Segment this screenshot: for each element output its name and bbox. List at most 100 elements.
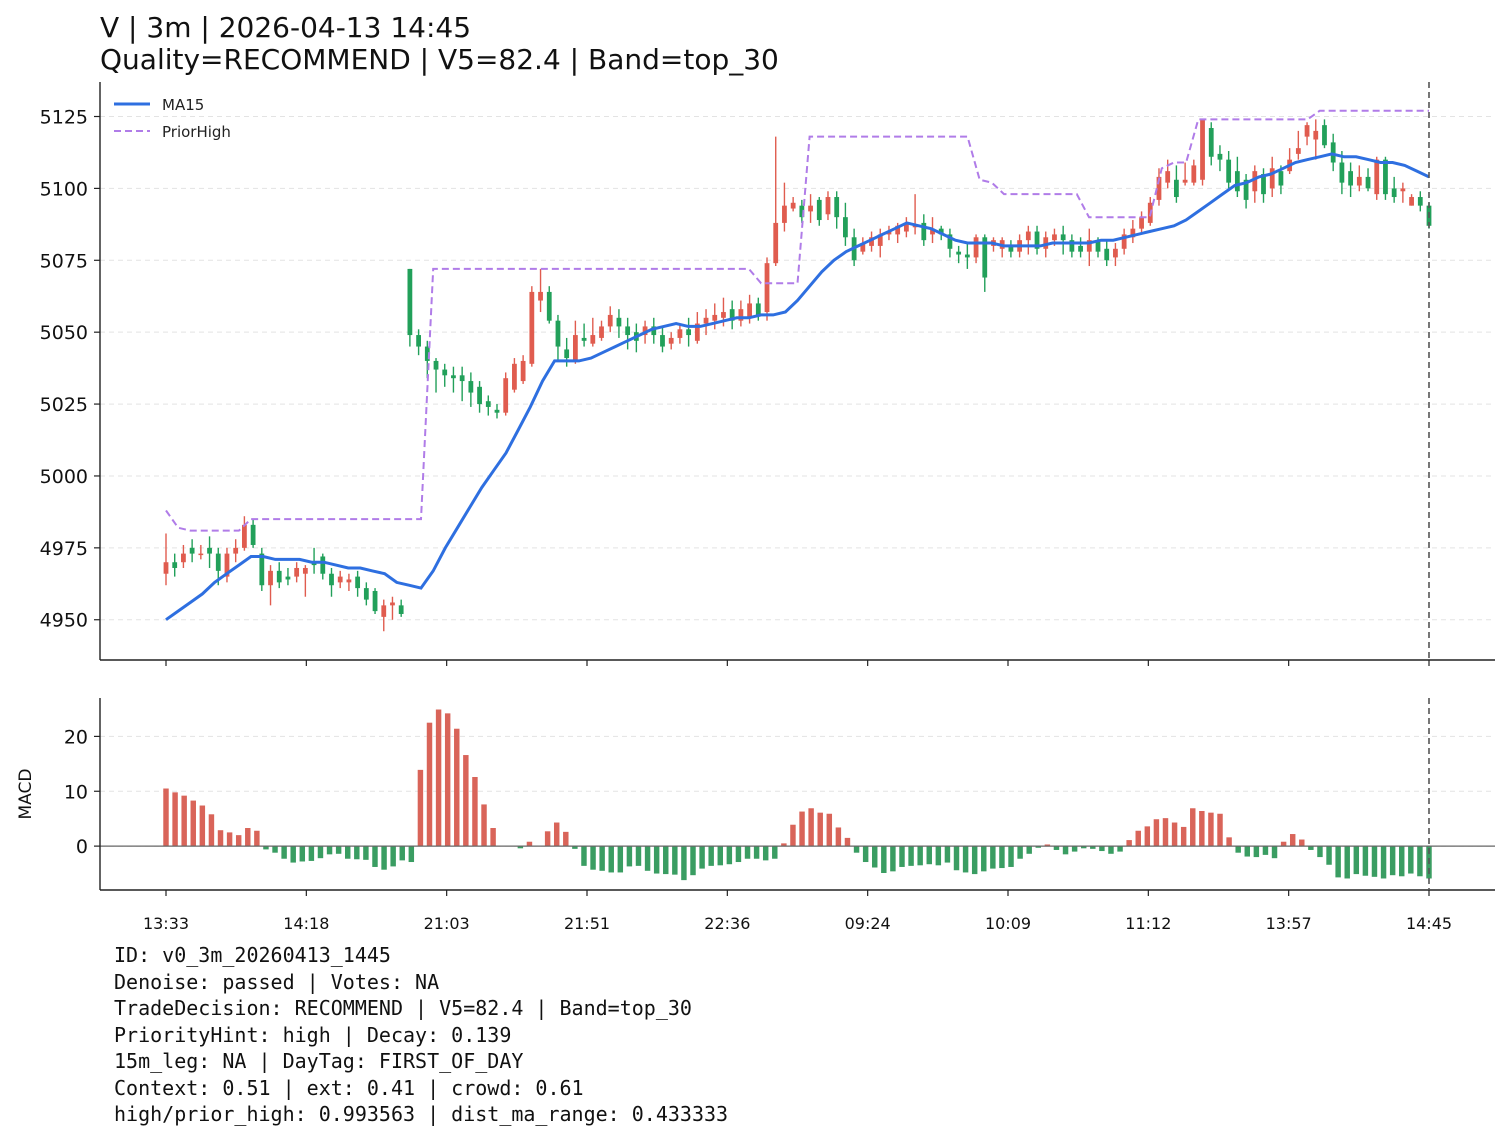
macd-bar-positive bbox=[190, 800, 196, 847]
candle-down bbox=[1234, 156, 1240, 198]
macd-bar-positive bbox=[563, 831, 569, 847]
candle-up bbox=[1200, 119, 1205, 186]
candle-down bbox=[207, 536, 212, 568]
macd-bar-negative bbox=[1408, 846, 1414, 874]
candle-body bbox=[546, 291, 552, 321]
candle-body bbox=[938, 228, 944, 235]
macd-bar-negative bbox=[762, 846, 769, 861]
candle-up bbox=[1313, 119, 1319, 160]
candle-down bbox=[477, 381, 482, 413]
info-line-trade-decision: TradeDecision: RECOMMEND | V5=82.4 | Ban… bbox=[114, 996, 692, 1020]
macd-bar-positive bbox=[826, 813, 833, 847]
candle-down bbox=[1365, 168, 1371, 192]
macd-bar-negative bbox=[899, 846, 905, 867]
macd-bar-negative bbox=[653, 846, 660, 874]
candle-body bbox=[1034, 231, 1040, 249]
macd-panel: 0 10 20 MACD 13:33 14:18 21:03 21:51 22:36 09:24 1… bbox=[16, 698, 1495, 933]
candle-body bbox=[1391, 188, 1397, 198]
candle-body bbox=[773, 222, 779, 264]
macd-bar-positive bbox=[417, 769, 424, 847]
candle-body bbox=[1313, 130, 1319, 140]
candle-body bbox=[198, 553, 204, 556]
candle-up bbox=[712, 303, 718, 330]
candle-body bbox=[843, 217, 848, 238]
macd-bar-positive bbox=[844, 837, 851, 847]
macd-bar-negative bbox=[1271, 846, 1278, 859]
candle-body bbox=[721, 312, 726, 318]
macd-bar-positive bbox=[790, 824, 796, 847]
macd-bar-negative bbox=[735, 846, 742, 863]
macd-bar-positive bbox=[1180, 826, 1187, 847]
price-y-tick-label: 5050 bbox=[40, 322, 88, 344]
candle-body bbox=[1008, 245, 1014, 252]
info-line-id: ID: v0_3m_20260413_1445 bbox=[114, 943, 391, 967]
macd-y-tick-label: 0 bbox=[76, 836, 88, 858]
candle-body bbox=[189, 547, 195, 554]
macd-bar-negative bbox=[917, 846, 923, 866]
candle-down bbox=[433, 358, 439, 393]
candle-down bbox=[363, 582, 369, 606]
candle-body bbox=[973, 237, 979, 258]
candle-body bbox=[877, 234, 883, 246]
macd-bar-negative bbox=[263, 846, 269, 850]
candles bbox=[163, 119, 1432, 632]
macd-x-tick-label: 10:09 bbox=[985, 914, 1031, 933]
macd-y-label: MACD bbox=[16, 769, 36, 820]
macd-bar-positive bbox=[254, 830, 260, 847]
candle-body bbox=[799, 205, 805, 218]
macd-bar-negative bbox=[681, 846, 687, 881]
price-y-tick-label: 4950 bbox=[40, 610, 88, 632]
macd-bar-negative bbox=[1244, 846, 1250, 857]
macd-bar-negative bbox=[599, 846, 605, 871]
candle-down bbox=[276, 562, 282, 589]
candle-body bbox=[1304, 125, 1310, 137]
macd-bar-negative bbox=[1253, 846, 1260, 858]
candle-body bbox=[834, 197, 840, 218]
candle-down bbox=[416, 329, 421, 356]
macd-bar-negative bbox=[717, 846, 723, 866]
candle-down bbox=[1174, 165, 1179, 203]
candle-up bbox=[877, 228, 883, 258]
candle-up bbox=[572, 320, 578, 364]
candle-up bbox=[738, 300, 744, 327]
candle-up bbox=[268, 565, 273, 606]
candle-body bbox=[590, 335, 596, 344]
candle-body bbox=[1278, 171, 1284, 186]
macd-x-tick-label: 13:33 bbox=[143, 914, 189, 933]
candle-body bbox=[268, 570, 273, 586]
macd-bar-positive bbox=[426, 722, 433, 847]
macd-bar-positive bbox=[208, 814, 215, 847]
macd-bar-negative bbox=[1417, 846, 1423, 877]
macd-bar-positive bbox=[1190, 808, 1196, 847]
info-panel: ID: v0_3m_20260413_1445 Denoise: passed … bbox=[114, 942, 728, 1128]
macd-bar-negative bbox=[663, 846, 669, 875]
candle-down bbox=[355, 570, 361, 597]
candle-up bbox=[520, 355, 526, 384]
macd-bar-positive bbox=[553, 822, 560, 847]
candle-body bbox=[372, 590, 378, 612]
candle-body bbox=[921, 222, 927, 241]
macd-bar-negative bbox=[1099, 846, 1105, 852]
macd-x-tick-label: 21:03 bbox=[424, 914, 470, 933]
candle-down bbox=[660, 326, 665, 353]
candle-body bbox=[1113, 248, 1118, 258]
candle-up bbox=[912, 194, 918, 235]
candle-body bbox=[1348, 171, 1354, 186]
candle-body bbox=[302, 567, 308, 574]
candle-up bbox=[590, 317, 596, 347]
macd-bar-negative bbox=[1117, 846, 1123, 852]
candle-down bbox=[189, 539, 195, 563]
candle-body bbox=[1165, 171, 1171, 183]
candle-body bbox=[494, 409, 500, 413]
candle-body bbox=[1400, 188, 1406, 192]
macd-bar-negative bbox=[581, 846, 587, 866]
macd-x-tick-label: 21:51 bbox=[564, 914, 610, 933]
candle-up bbox=[808, 194, 813, 223]
candle-up bbox=[773, 136, 779, 267]
candle-body bbox=[1330, 142, 1336, 163]
macd-bar-negative bbox=[862, 846, 869, 863]
macd-bar-positive bbox=[217, 830, 224, 847]
macd-bar-positive bbox=[835, 827, 842, 847]
macd-bar-negative bbox=[272, 846, 278, 853]
candle-down bbox=[546, 286, 552, 324]
